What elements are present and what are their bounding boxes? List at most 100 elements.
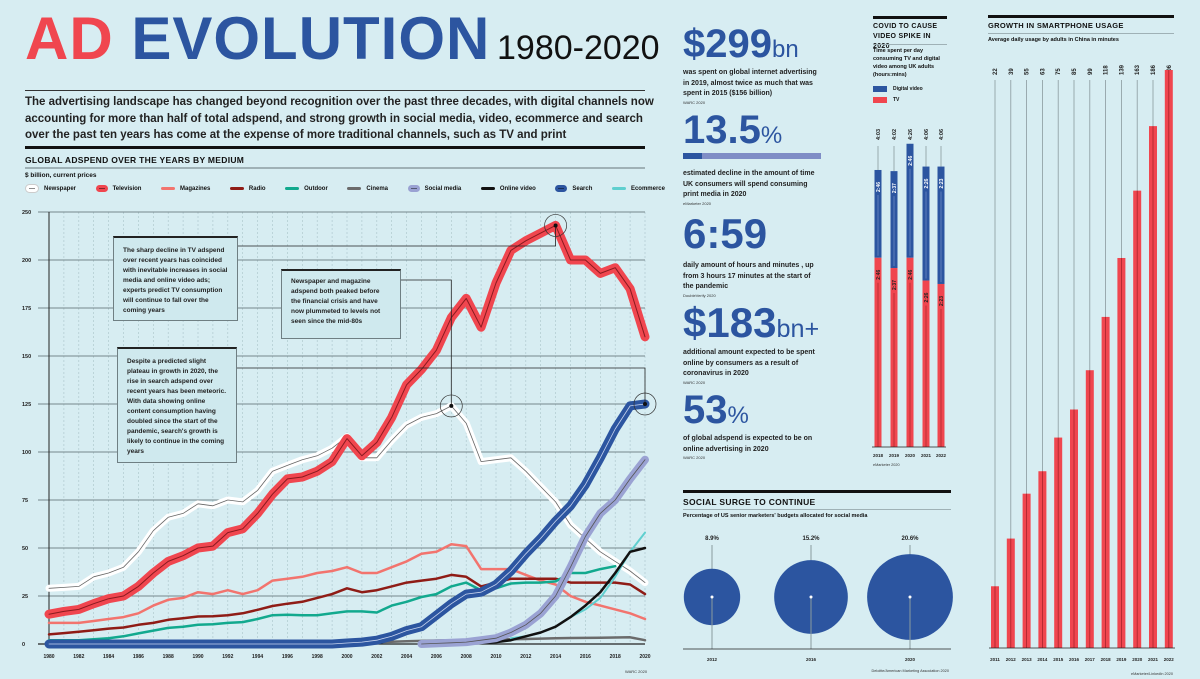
- x-tick-label: 2008: [461, 654, 472, 660]
- year-label: 2011: [990, 657, 1000, 662]
- video-chart-title: COVID TO CAUSE VIDEO SPIKE IN 2020: [873, 23, 938, 50]
- year-label: 2020: [1132, 657, 1143, 662]
- smartphone-chart-subtitle: Average daily usage by adults in China i…: [988, 37, 1119, 43]
- x-tick-label: 1994: [252, 654, 263, 660]
- x-tick-label: 2018: [610, 654, 621, 660]
- total-label: 4:02: [892, 129, 898, 140]
- highlight-dot: [553, 223, 558, 228]
- smartphone-section-line: [988, 33, 1174, 34]
- legend-tv: TV: [873, 97, 899, 103]
- y-tick-label: 250: [22, 210, 31, 216]
- legend-label: Search: [572, 185, 593, 192]
- year-label: 2012: [1006, 657, 1017, 662]
- year-label: 2018: [873, 453, 884, 458]
- bubble-center: [809, 595, 813, 599]
- source-label: Deloitte/American Marketing Association …: [872, 669, 949, 673]
- highlight-dot: [643, 402, 647, 406]
- tv-label: 2:23: [939, 296, 945, 306]
- digital-video-label: 2:26: [924, 178, 930, 188]
- legend-swatch: [285, 187, 300, 190]
- x-tick-label: 2016: [580, 654, 591, 660]
- annotation-search: Despite a predicted slight plateau in gr…: [117, 347, 237, 463]
- year-label: 2021: [1148, 657, 1159, 662]
- smartphone-bar-chart: 22 2011 39 2012 55 2013 63 2014 75 2015 85 2016 99 20…: [989, 64, 1175, 676]
- social-bubble-chart: 8.9% 2012 15.2% 2016 20.6% 2020 Deloitte/Ameri…: [683, 536, 953, 673]
- stat-daily-time: 6:59 daily amount of hours and minutes ,…: [683, 210, 814, 298]
- x-tick-label: 2014: [550, 654, 561, 660]
- total-label: 4:06: [939, 129, 945, 140]
- source-label: eMarketer 2020: [873, 463, 900, 467]
- highlight-circle: [633, 392, 657, 416]
- year-label: 2016: [806, 657, 817, 662]
- percent-label: 20.6%: [901, 536, 919, 542]
- legend-label: Ecommerce: [630, 185, 665, 192]
- value-label: 75: [1056, 68, 1062, 75]
- x-tick-label: 2002: [371, 654, 382, 660]
- value-label: 99: [1088, 68, 1094, 75]
- video-chart-subtitle: Time spent per day consuming TV and digi…: [873, 48, 940, 78]
- highlight-dot: [449, 403, 454, 408]
- y-tick-label: 100: [22, 450, 31, 456]
- digital-video-swatch: [873, 86, 887, 92]
- tv-label: 2:46: [908, 270, 914, 280]
- legend-digital-video: Digital video: [873, 86, 923, 92]
- total-label: 4:26: [908, 129, 914, 140]
- legend-swatch: [229, 187, 244, 190]
- year-label: 2019: [889, 453, 900, 458]
- value-label: 39: [1009, 68, 1015, 75]
- legend-label: Cinema: [366, 185, 389, 192]
- legend-label: Radio: [248, 185, 266, 192]
- x-tick-label: 1980: [43, 654, 54, 660]
- title-years: 1980-2020: [497, 29, 660, 67]
- value-label: 63: [1040, 68, 1046, 75]
- digital-video-label: 2:46: [876, 182, 882, 192]
- value-label: 118: [1104, 65, 1110, 75]
- y-tick-label: 0: [22, 642, 25, 648]
- legend-swatch: [95, 185, 108, 192]
- year-label: 2022: [936, 453, 947, 458]
- bubble-center: [908, 595, 912, 599]
- tv-swatch: [873, 97, 887, 103]
- legend-label: Online video: [499, 185, 536, 192]
- x-tick-label: 2000: [341, 654, 352, 660]
- legend-item-online-video: Online video: [480, 184, 536, 193]
- year-label: 2019: [1116, 657, 1127, 662]
- x-tick-label: 2012: [520, 654, 531, 660]
- y-tick-label: 50: [22, 546, 28, 552]
- digital-video-label: 2:46: [908, 156, 914, 166]
- value-label: 186: [1151, 64, 1157, 75]
- legend-label: Magazines: [180, 185, 211, 192]
- tv-label: 2:26: [924, 292, 930, 302]
- x-tick-label: 1986: [133, 654, 144, 660]
- stat-print-decline: 13.5% estimated decline in the amount of…: [683, 110, 823, 206]
- social-section-line: [683, 509, 951, 510]
- x-tick-label: 1990: [192, 654, 203, 660]
- y-tick-label: 75: [22, 498, 28, 504]
- value-label: 206: [1167, 64, 1173, 75]
- smartphone-chart-title: GROWTH IN SMARTPHONE USAGE: [988, 21, 1124, 30]
- year-label: 2020: [905, 657, 916, 662]
- stat-online-spend: $183bn+ additional amount expected to be…: [683, 299, 820, 385]
- series-line-social-media-inner: [421, 459, 646, 645]
- annotation-newspaper: Newspaper and magazine adspend both peak…: [281, 269, 401, 339]
- digital-video-label: 2:37: [892, 183, 898, 193]
- x-tick-label: 2020: [639, 654, 650, 660]
- legend-item-television: Television: [95, 184, 141, 193]
- x-tick-label: 2006: [431, 654, 442, 660]
- digital-video-label: 2:23: [939, 178, 945, 188]
- video-section-bar: [873, 16, 947, 19]
- y-tick-label: 150: [22, 354, 31, 360]
- x-tick-label: 1992: [222, 654, 233, 660]
- year-label: 2014: [1037, 657, 1048, 662]
- annotation-tv: The sharp decline in TV adspend over rec…: [113, 236, 238, 321]
- x-tick-label: 2010: [490, 654, 501, 660]
- year-label: 2022: [1164, 657, 1175, 662]
- chart-title: GLOBAL ADSPEND OVER THE YEARS BY MEDIUM: [25, 155, 245, 165]
- bubble-center: [710, 595, 714, 599]
- value-label: 55: [1025, 68, 1031, 75]
- legend-item-outdoor: Outdoor: [285, 184, 328, 193]
- value-label: 163: [1135, 64, 1141, 75]
- chart-source: WARC 2020: [625, 669, 648, 674]
- legend-item-ecommerce: Ecommerce: [611, 184, 665, 193]
- legend-label: Newspaper: [44, 185, 77, 192]
